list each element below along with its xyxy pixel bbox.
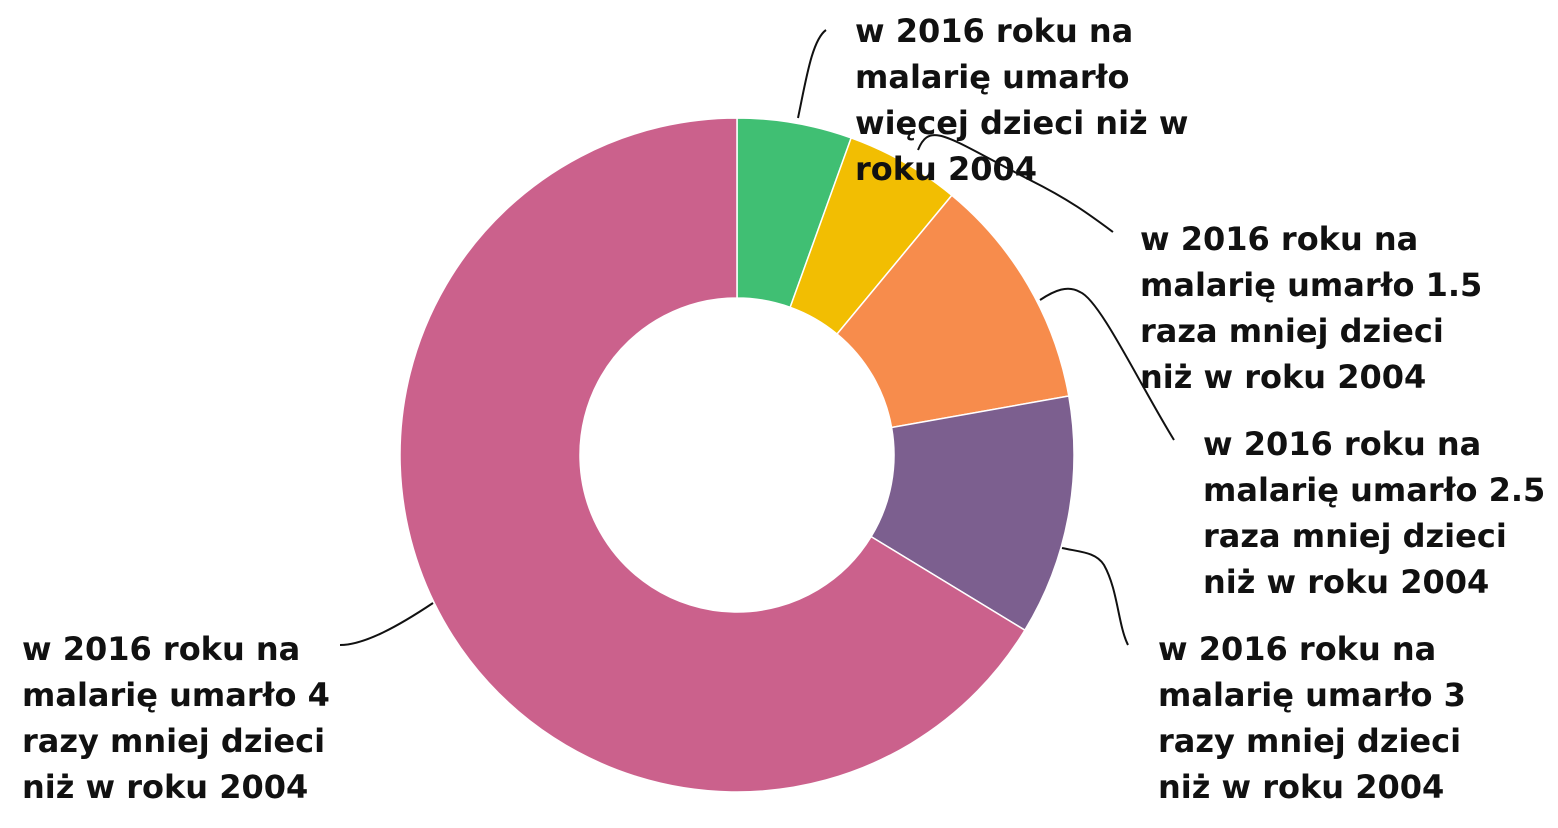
slice-label-0-line-2: więcej dzieci niż w (855, 104, 1188, 142)
leader-lines-group (339, 29, 1175, 646)
slice-label-4: w 2016 roku na malarię umarło 4 razy mni… (22, 630, 330, 806)
donut-slice-2 (836, 194, 1070, 429)
leader-line-1 (917, 134, 1114, 233)
slice-label-4-line-3: niż w roku 2004 (22, 768, 308, 806)
slice-label-3-line-0: w 2016 roku na (1158, 630, 1436, 668)
slice-label-2-line-2: raza mniej dzieci (1203, 517, 1507, 555)
slice-label-0-line-0: w 2016 roku na (855, 12, 1133, 50)
slice-label-0: w 2016 roku na malarię umarło więcej dzi… (855, 12, 1188, 188)
slice-label-3-line-2: razy mniej dzieci (1158, 722, 1461, 760)
slice-label-3: w 2016 roku na malarię umarło 3 razy mni… (1158, 630, 1466, 806)
donut-slice-4 (399, 117, 1026, 793)
slice-label-1-line-0: w 2016 roku na (1140, 220, 1418, 258)
slice-label-3-line-1: malarię umarło 3 (1158, 676, 1466, 714)
slice-label-1-line-1: malarię umarło 1.5 (1140, 266, 1482, 304)
slice-label-2: w 2016 roku na malarię umarło 2.5 raza m… (1203, 425, 1545, 601)
slice-label-2-line-0: w 2016 roku na (1203, 425, 1481, 463)
slice-label-1-line-3: niż w roku 2004 (1140, 358, 1426, 396)
slice-label-2-line-1: malarię umarło 2.5 (1203, 471, 1545, 509)
slice-label-0-line-3: roku 2004 (855, 150, 1037, 188)
slice-label-0-line-1: malarię umarło (855, 58, 1129, 96)
slice-label-4-line-2: razy mniej dzieci (22, 722, 325, 760)
leader-line-3 (1061, 547, 1129, 646)
slices-group (399, 117, 1075, 793)
slice-label-1-line-2: raza mniej dzieci (1140, 312, 1444, 350)
leader-line-0 (797, 29, 827, 119)
slice-label-4-line-0: w 2016 roku na (22, 630, 300, 668)
slice-label-1: w 2016 roku na malarię umarło 1.5 raza m… (1140, 220, 1482, 396)
slice-label-3-line-3: niż w roku 2004 (1158, 768, 1444, 806)
leader-line-2 (1039, 287, 1175, 441)
slice-label-4-line-1: malarię umarło 4 (22, 676, 330, 714)
slice-label-2-line-3: niż w roku 2004 (1203, 563, 1489, 601)
donut-slice-3 (870, 395, 1075, 632)
leader-line-4 (339, 602, 434, 646)
